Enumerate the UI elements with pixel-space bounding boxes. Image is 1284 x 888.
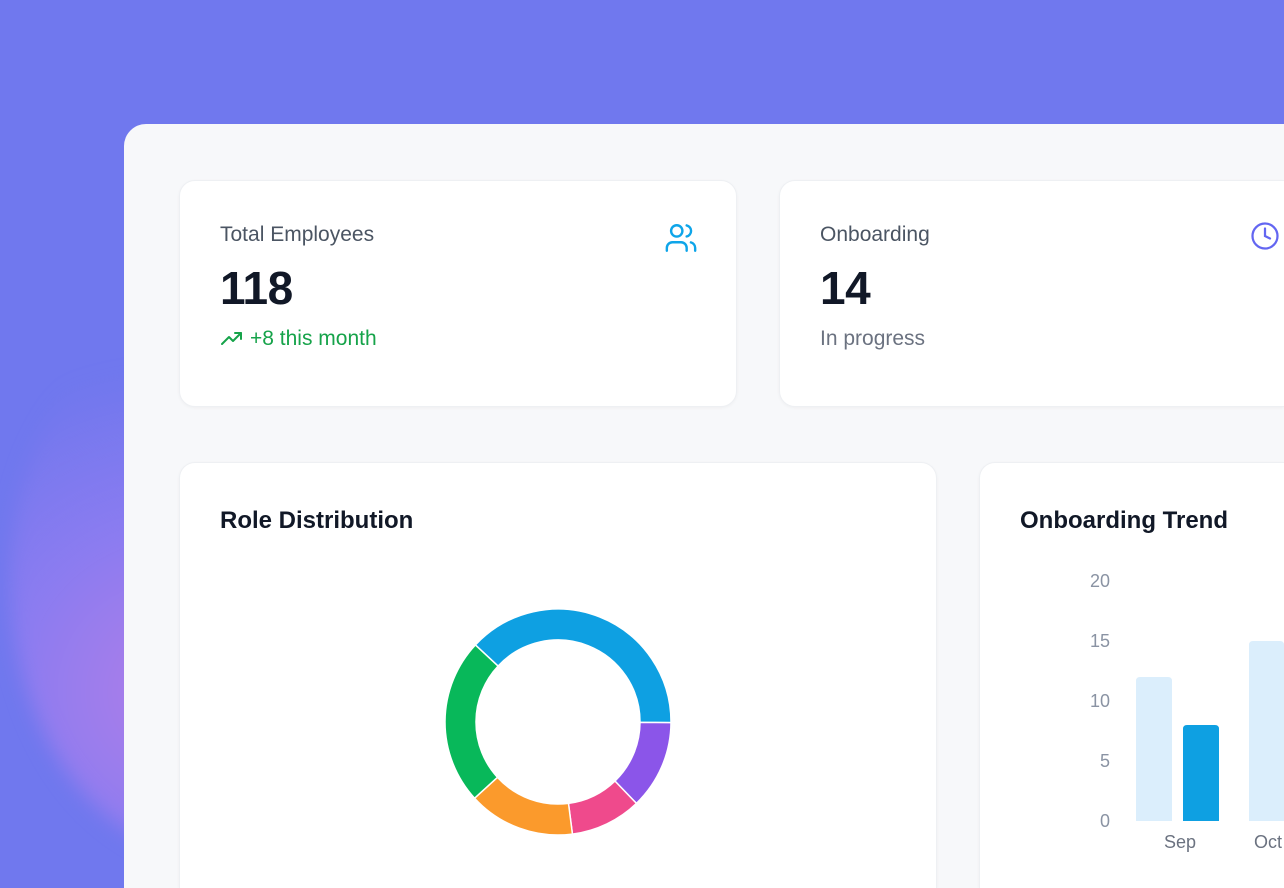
clock-icon: [1251, 222, 1279, 250]
y-tick-label: 0: [1100, 811, 1110, 831]
y-tick-label: 5: [1100, 751, 1110, 771]
stat-label: Onboarding: [820, 223, 930, 246]
onboarding-trend-card: Onboarding Trend 0 5 10 15 20 Sep Oct: [979, 462, 1284, 888]
stat-value: 118: [220, 262, 293, 314]
bar[interactable]: [1136, 677, 1172, 821]
donut-slice-3[interactable]: [473, 776, 574, 836]
stat-trend: +8 this month: [220, 327, 696, 351]
trending-up-icon: [221, 332, 242, 345]
role-donut-chart: [444, 608, 672, 836]
donut-slice-0[interactable]: [474, 608, 672, 724]
stat-sub: +8 this month: [250, 327, 377, 350]
y-tick-label: 15: [1090, 631, 1110, 651]
x-tick-label: Oct: [1254, 832, 1282, 852]
stat-label: Total Employees: [220, 223, 375, 246]
users-icon: [665, 224, 697, 252]
y-tick-label: 20: [1090, 571, 1110, 591]
dashboard-panel: Total Employees 118 +8 this month Onboar…: [124, 124, 1284, 888]
stat-card-onboarding: Onboarding 14 In progress: [779, 180, 1284, 407]
donut-slice-4[interactable]: [444, 643, 500, 800]
role-distribution-card: Role Distribution: [179, 462, 937, 888]
stat-value: 14: [820, 262, 871, 314]
stat-sub: In progress: [820, 327, 926, 350]
stat-card-total-employees: Total Employees 118 +8 this month: [179, 180, 737, 407]
onboarding-bar-chart: 0 5 10 15 20 Sep Oct: [1090, 571, 1284, 852]
y-tick-label: 10: [1090, 691, 1110, 711]
x-tick-label: Sep: [1164, 832, 1196, 852]
chart-title: Onboarding Trend: [1020, 507, 1228, 534]
bar[interactable]: [1249, 641, 1284, 821]
bar[interactable]: [1183, 725, 1219, 821]
chart-title: Role Distribution: [220, 507, 414, 534]
